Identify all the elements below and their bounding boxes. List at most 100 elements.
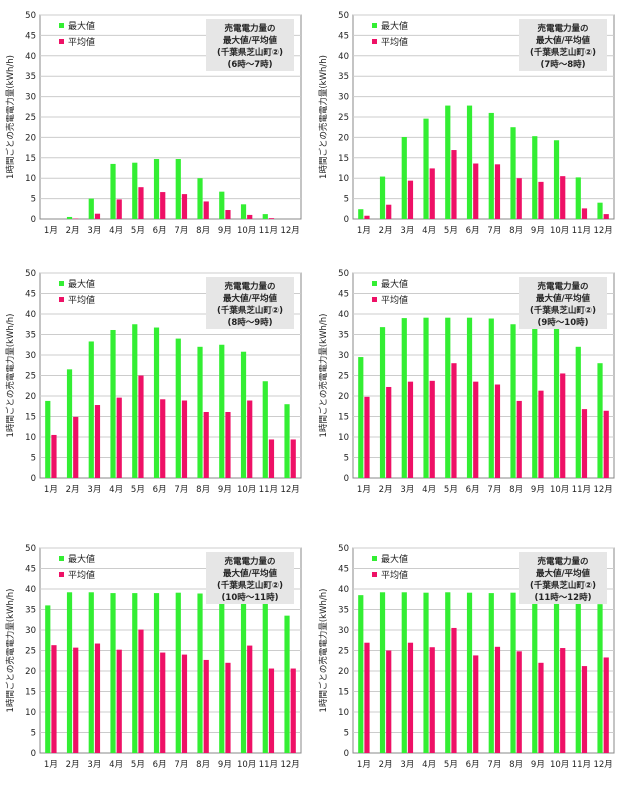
bar-max [154, 593, 159, 753]
chart-title-line: 売電電力量の [536, 23, 588, 34]
x-tick-label: 12月 [280, 485, 299, 495]
x-tick-label: 11月 [572, 760, 591, 770]
y-tick-label: 5 [344, 454, 349, 464]
bar-max [45, 401, 50, 478]
bar-max [445, 318, 450, 478]
legend-swatch-avg [59, 572, 64, 577]
bar-avg [95, 405, 100, 478]
chart-title-line: (6時～7時) [227, 59, 272, 70]
x-tick-label: 11月 [259, 760, 278, 770]
legend-label-max: 最大値 [381, 278, 408, 290]
legend-swatch-max [372, 281, 377, 286]
x-tick-label: 4月 [109, 226, 123, 236]
x-tick-label: 2月 [66, 760, 80, 770]
bar-max [597, 363, 602, 478]
y-tick-label: 40 [25, 52, 36, 62]
x-tick-label: 2月 [66, 226, 80, 236]
bar-avg [160, 192, 165, 219]
x-tick-label: 10月 [550, 760, 569, 770]
legend-swatch-max [372, 23, 377, 28]
bar-avg [182, 401, 187, 478]
x-tick-label: 10月 [237, 760, 256, 770]
bar-avg [269, 439, 274, 478]
y-tick-label: 40 [338, 310, 349, 320]
y-tick-label: 5 [31, 729, 36, 739]
x-tick-label: 8月 [509, 485, 523, 495]
bar-avg [473, 382, 478, 478]
y-tick-label: 20 [338, 392, 349, 402]
x-tick-label: 6月 [466, 226, 480, 236]
legend-label-avg: 平均値 [381, 294, 408, 306]
y-tick-label: 5 [344, 195, 349, 205]
chart-title-line: (千葉県芝山町②) [217, 47, 283, 58]
y-axis-label: 1時間ごとの売電電力量(kWh/h) [318, 589, 329, 713]
bar-avg [269, 669, 274, 753]
legend-label-max: 最大値 [381, 20, 408, 32]
y-tick-label: 15 [25, 413, 36, 423]
x-tick-label: 4月 [422, 485, 436, 495]
y-tick-label: 30 [25, 351, 36, 361]
legend-label-max: 最大値 [68, 20, 95, 32]
x-tick-label: 12月 [593, 485, 612, 495]
y-tick-label: 15 [338, 688, 349, 698]
y-tick-label: 10 [25, 433, 36, 443]
bar-avg [364, 216, 369, 219]
bar-max [489, 113, 494, 219]
bar-max [576, 347, 581, 478]
y-tick-label: 0 [344, 749, 349, 759]
bar-max [380, 327, 385, 478]
y-tick-label: 15 [338, 154, 349, 164]
bar-max [132, 593, 137, 753]
y-tick-label: 10 [338, 708, 349, 718]
y-tick-label: 10 [338, 433, 349, 443]
legend-swatch-max [372, 556, 377, 561]
y-tick-label: 45 [338, 565, 349, 575]
bar-max [554, 592, 559, 753]
chart-title-line: (千葉県芝山町②) [530, 305, 596, 316]
y-tick-label: 25 [338, 372, 349, 382]
x-tick-label: 6月 [466, 760, 480, 770]
chart-title-line: (11時～12時) [535, 592, 592, 603]
bar-avg [538, 663, 543, 753]
y-tick-label: 40 [25, 585, 36, 595]
bar-avg [225, 210, 230, 219]
y-axis-label: 1時間ごとの売電電力量(kWh/h) [5, 589, 16, 713]
x-tick-label: 3月 [400, 760, 414, 770]
y-tick-label: 40 [25, 310, 36, 320]
x-tick-label: 9月 [531, 485, 545, 495]
bar-avg [430, 647, 435, 753]
x-tick-label: 5月 [131, 485, 145, 495]
bar-max [284, 616, 289, 753]
chart-title-line: 売電電力量の [536, 281, 588, 292]
x-tick-label: 4月 [109, 485, 123, 495]
bar-avg [604, 657, 609, 753]
bar-max [532, 321, 537, 478]
bar-max [423, 119, 428, 219]
bar-avg [517, 178, 522, 219]
chart-title-line: 売電電力量の [223, 23, 275, 34]
x-tick-label: 10月 [550, 226, 569, 236]
bar-avg [247, 401, 252, 478]
x-tick-label: 6月 [153, 485, 167, 495]
bar-max [358, 595, 363, 753]
y-tick-label: 40 [338, 52, 349, 62]
y-tick-label: 25 [25, 647, 36, 657]
y-tick-label: 20 [25, 667, 36, 677]
y-tick-label: 20 [25, 392, 36, 402]
bar-avg [291, 439, 296, 478]
chart-title-line: (千葉県芝山町②) [217, 305, 283, 316]
bar-max [45, 605, 50, 753]
chart-title-line: 最大値/平均値 [223, 35, 278, 46]
legend-swatch-avg [372, 572, 377, 577]
bar-max [597, 604, 602, 753]
bar-avg [204, 201, 209, 219]
x-tick-label: 11月 [259, 226, 278, 236]
